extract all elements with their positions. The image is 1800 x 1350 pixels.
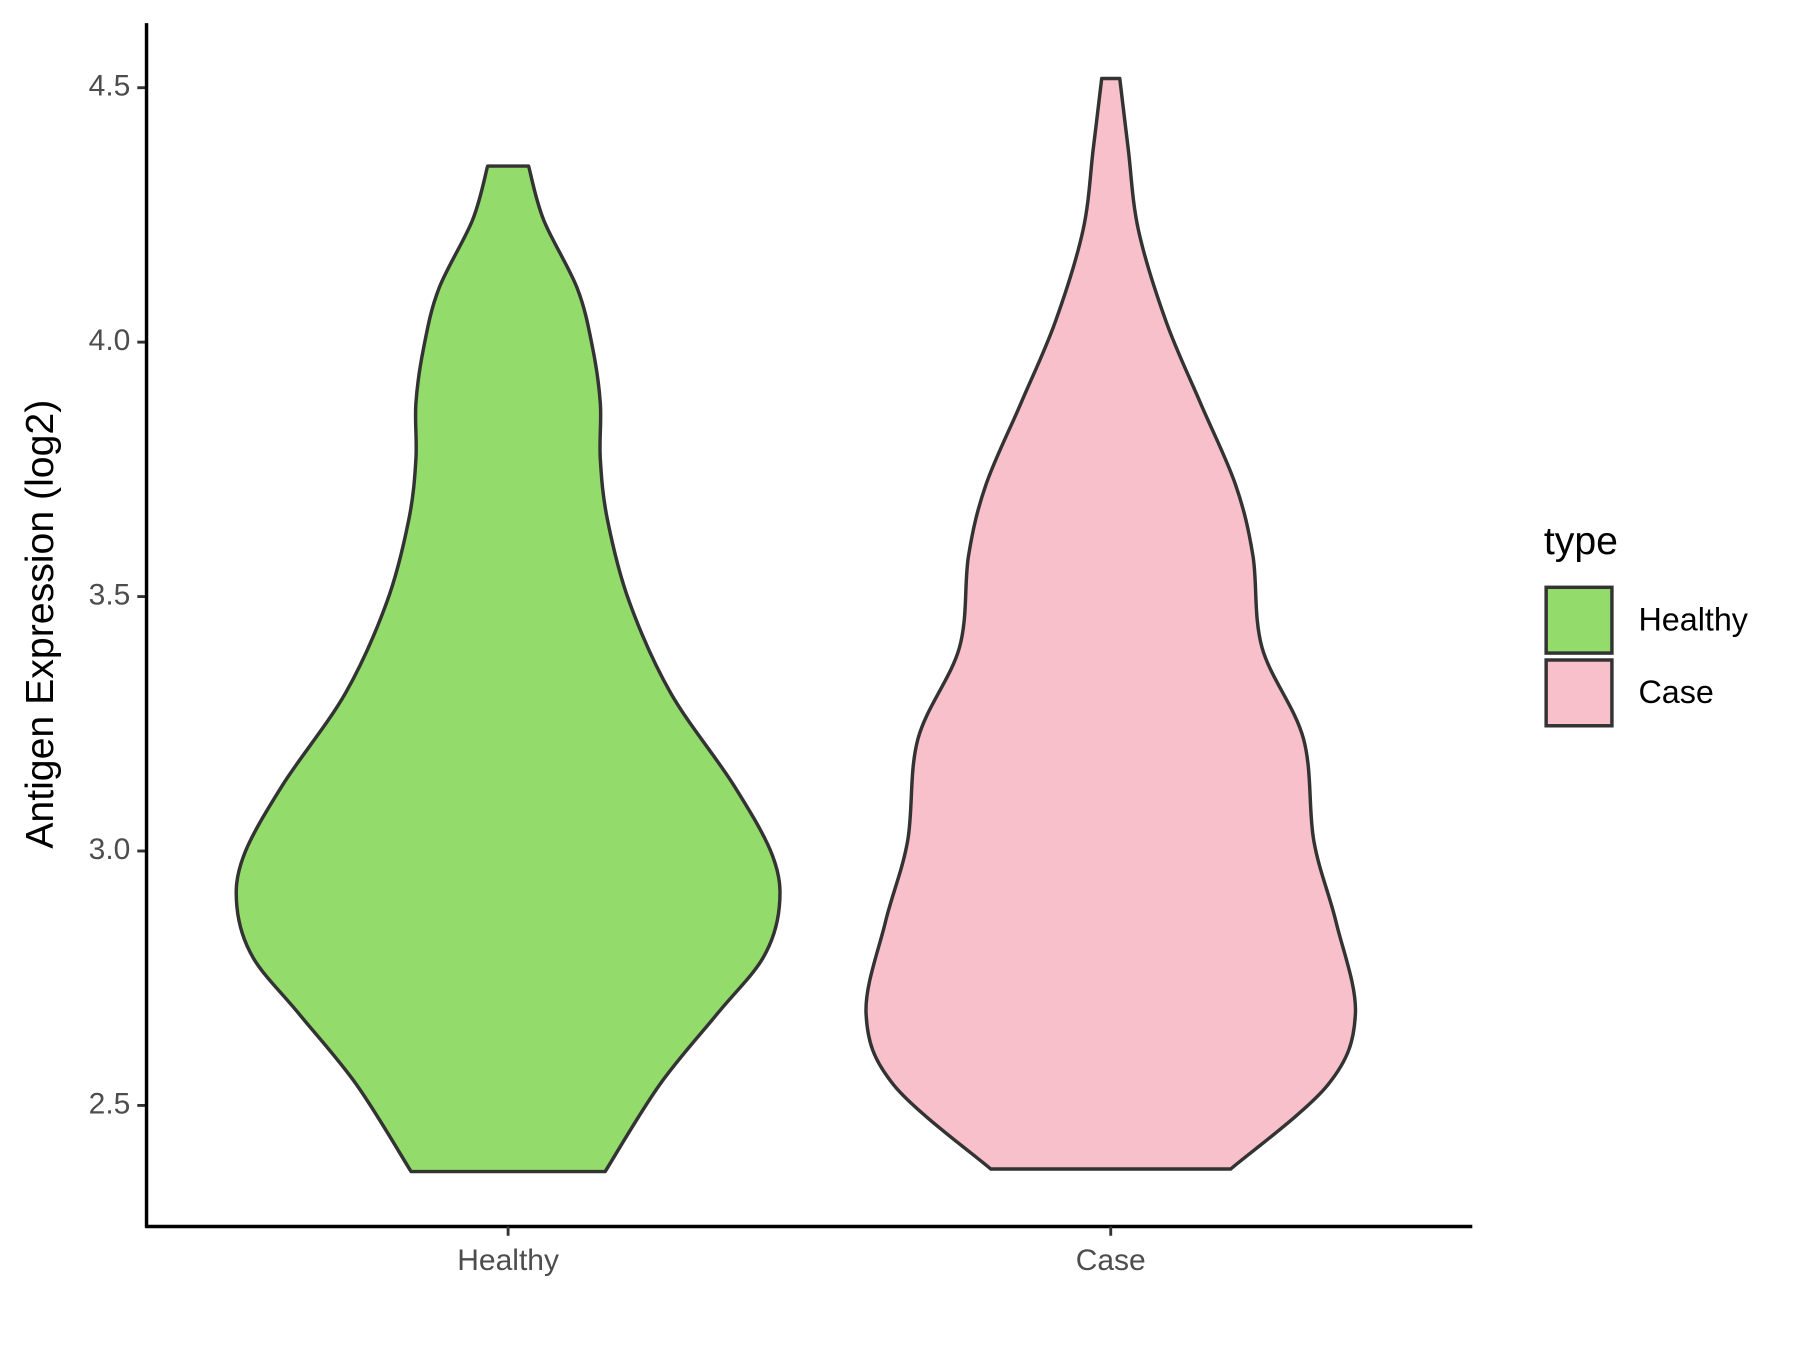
y-tick-label: 3.0 [89, 833, 131, 866]
y-tick-label: 4.5 [89, 70, 131, 103]
y-tick-label: 4.0 [89, 324, 131, 357]
y-tick-label: 2.5 [89, 1087, 131, 1120]
x-tick-label: Case [1076, 1244, 1146, 1277]
legend-label: Case [1638, 674, 1713, 710]
violin [864, 76, 1358, 1171]
legend-title: type [1544, 519, 1618, 563]
x-tick-label: Healthy [457, 1244, 559, 1277]
violin [234, 164, 782, 1174]
legend-key [1544, 658, 1614, 728]
y-tick-label: 3.5 [89, 578, 131, 611]
y-axis-title: Antigen Expression (log2) [18, 400, 62, 849]
legend-key [1544, 585, 1614, 655]
legend-label: Healthy [1638, 601, 1748, 637]
